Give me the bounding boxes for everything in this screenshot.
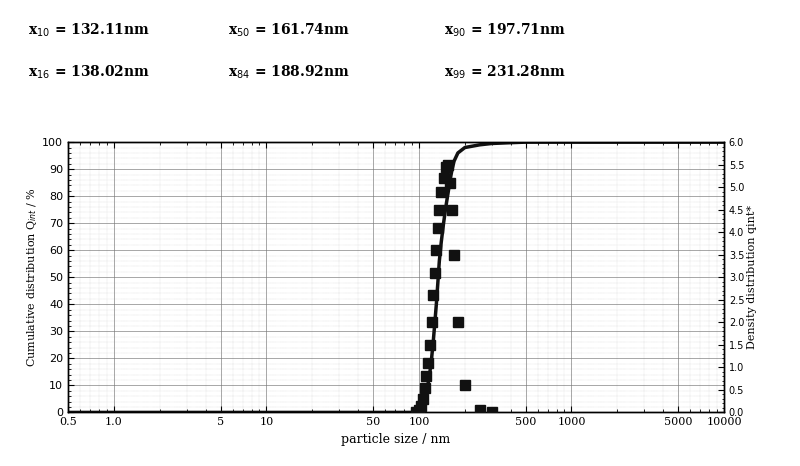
Text: x$_{16}$ = 138.02nm: x$_{16}$ = 138.02nm bbox=[28, 63, 150, 81]
Text: x$_{10}$ = 132.11nm: x$_{10}$ = 132.11nm bbox=[28, 21, 150, 39]
Y-axis label: Cumulative distribution Q$_{int}$ / %: Cumulative distribution Q$_{int}$ / % bbox=[26, 187, 39, 367]
Text: x$_{99}$ = 231.28nm: x$_{99}$ = 231.28nm bbox=[444, 63, 566, 81]
Text: x$_{84}$ = 188.92nm: x$_{84}$ = 188.92nm bbox=[228, 63, 350, 81]
Text: x$_{50}$ = 161.74nm: x$_{50}$ = 161.74nm bbox=[228, 21, 350, 39]
X-axis label: particle size / nm: particle size / nm bbox=[342, 433, 450, 446]
Text: x$_{90}$ = 197.71nm: x$_{90}$ = 197.71nm bbox=[444, 21, 566, 39]
Y-axis label: Density distribution qint*: Density distribution qint* bbox=[747, 205, 757, 350]
